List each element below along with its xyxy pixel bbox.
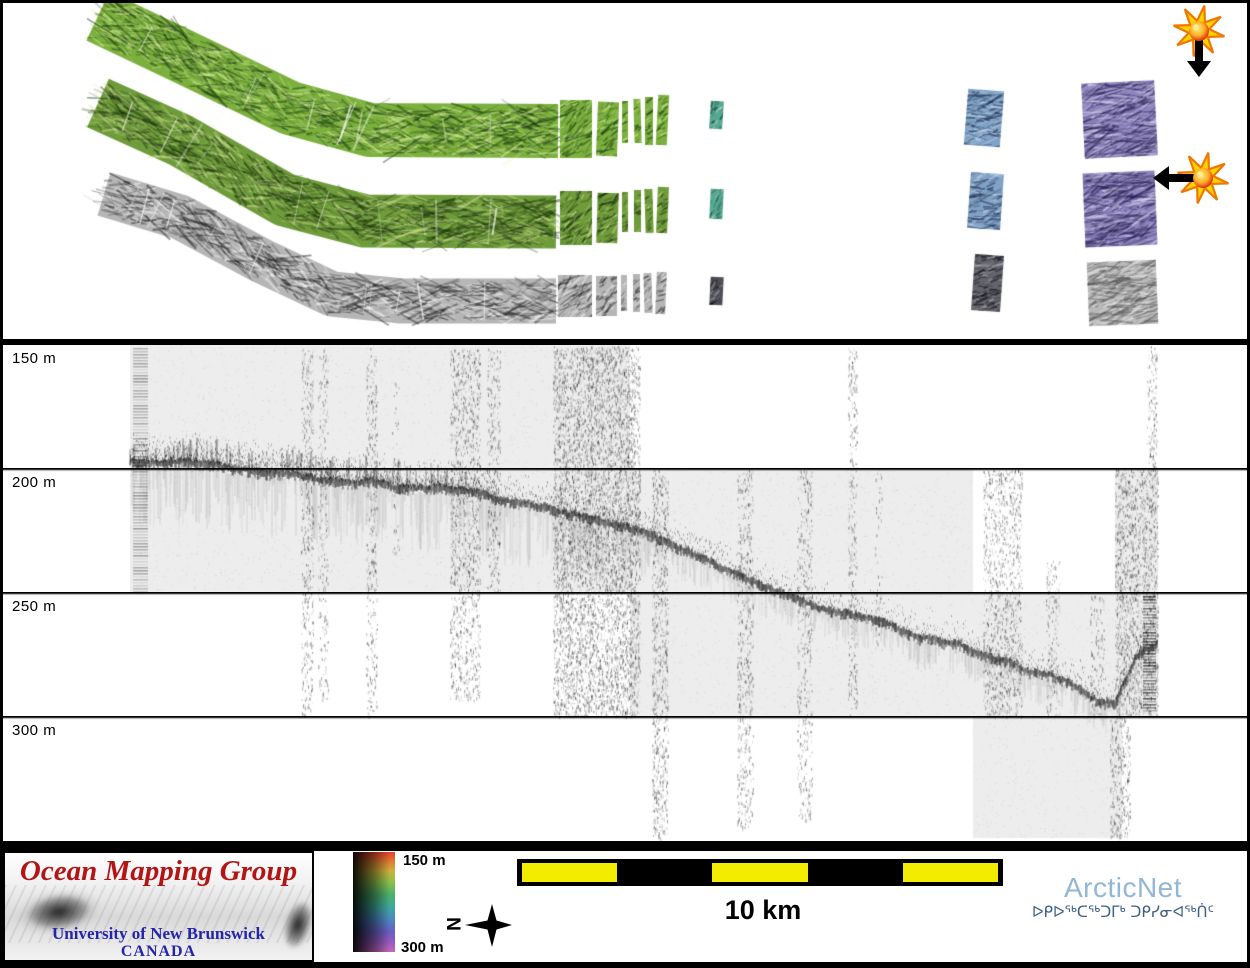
arcticnet-wordmark: ArcticNet: [1063, 872, 1183, 903]
arrow-head-down: [1187, 61, 1211, 77]
north-label: N: [442, 917, 463, 931]
sun-highlight: [1192, 24, 1200, 31]
depth-tick-label: 250 m: [12, 598, 57, 615]
subbottom-profile-panel: 150 m 200 m 250 m 300 m: [3, 345, 1247, 841]
depth-gridline: [3, 716, 1247, 717]
echogram-canvas: [3, 345, 1247, 841]
sun-illumination-arrow-down-icon: [1173, 5, 1225, 77]
sun-core: [1189, 21, 1209, 41]
scale-bar-label: 10 km: [724, 895, 802, 925]
omg-country: CANADA: [120, 943, 197, 960]
arrow-head-left: [1153, 166, 1169, 190]
omg-title: Ocean Mapping Group: [19, 855, 298, 887]
scale-segment-black: [808, 863, 903, 882]
swath-bathymetry-panel: [3, 3, 1247, 339]
depth-gridline: [3, 468, 1247, 469]
arrow-shaft: [1195, 35, 1203, 63]
omg-logo: Ocean Mapping Group University of New Br…: [3, 851, 314, 962]
swath-bathymetry-canvas: [3, 3, 1247, 339]
scale-bar: [517, 859, 1003, 886]
legend-bar: Ocean Mapping Group University of New Br…: [3, 851, 1247, 962]
colorbar-bottom-label: 300 m: [401, 939, 444, 956]
colorbar-top-label: 150 m: [403, 852, 446, 869]
depth-colorbar: [353, 852, 395, 952]
depth-tick-label: 150 m: [12, 350, 57, 367]
depth-tick-label: 300 m: [12, 722, 57, 739]
sun-core: [1193, 168, 1213, 188]
scale-segment-yellow: [712, 863, 808, 882]
scale-segment-black: [617, 863, 712, 882]
scale-segment-yellow: [902, 863, 999, 882]
omg-university: University of New Brunswick: [52, 924, 265, 943]
arcticnet-inuktitut: ᐅᑭᐅᖅᑕᖅᑐᒥᒃ ᑐᑭᓯᓂᐊᖅᑏᑦ: [1032, 903, 1214, 921]
arrow-shaft: [1167, 174, 1197, 182]
depth-gridline: [3, 592, 1247, 593]
depth-tick-label: 200 m: [12, 474, 57, 491]
sun-illumination-arrow-left-icon: [1153, 152, 1229, 204]
sun-highlight: [1196, 171, 1204, 178]
compass-star-icon: [465, 904, 512, 947]
scale-segment-yellow: [522, 863, 618, 882]
